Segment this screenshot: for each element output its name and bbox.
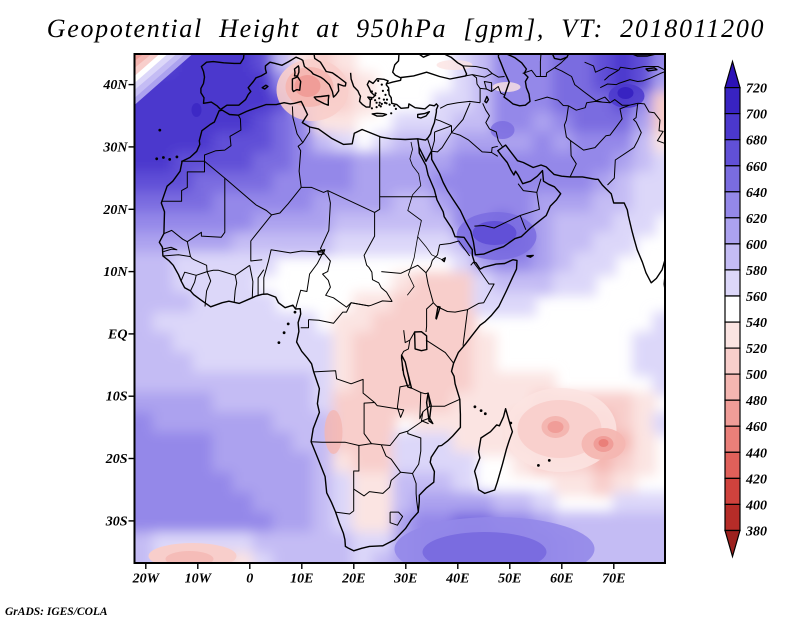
- svg-text:660: 660: [746, 160, 767, 175]
- svg-text:20E: 20E: [341, 572, 365, 587]
- svg-text:400: 400: [745, 498, 767, 513]
- svg-text:40E: 40E: [445, 572, 469, 587]
- svg-text:20N: 20N: [102, 203, 128, 218]
- svg-text:EQ: EQ: [107, 327, 127, 342]
- svg-text:440: 440: [745, 446, 767, 461]
- svg-text:540: 540: [746, 316, 767, 331]
- svg-text:560: 560: [746, 290, 767, 305]
- svg-text:720: 720: [746, 82, 767, 97]
- svg-text:GrADS: IGES/COLA: GrADS: IGES/COLA: [5, 606, 108, 618]
- svg-text:520: 520: [746, 342, 767, 357]
- svg-text:420: 420: [745, 472, 767, 487]
- svg-text:0: 0: [246, 572, 253, 587]
- svg-text:600: 600: [746, 238, 767, 253]
- svg-text:30S: 30S: [105, 514, 128, 529]
- svg-text:30E: 30E: [393, 572, 417, 587]
- svg-text:70E: 70E: [602, 572, 625, 587]
- svg-text:460: 460: [745, 420, 767, 435]
- svg-text:30N: 30N: [102, 140, 128, 155]
- svg-text:10W: 10W: [185, 572, 213, 587]
- svg-text:580: 580: [746, 264, 767, 279]
- svg-text:10E: 10E: [290, 572, 313, 587]
- svg-text:40N: 40N: [102, 78, 128, 93]
- svg-text:20W: 20W: [132, 572, 161, 587]
- svg-text:620: 620: [746, 212, 767, 227]
- svg-text:480: 480: [745, 394, 767, 409]
- svg-text:640: 640: [746, 186, 767, 201]
- svg-text:Geopotential Height at 950hPa: Geopotential Height at 950hPa [gpm], VT:…: [47, 14, 765, 43]
- svg-text:700: 700: [746, 108, 767, 123]
- svg-text:10S: 10S: [106, 390, 128, 405]
- svg-text:680: 680: [746, 134, 767, 149]
- svg-text:500: 500: [746, 368, 767, 383]
- svg-text:380: 380: [745, 525, 767, 540]
- svg-text:20S: 20S: [105, 452, 128, 467]
- svg-text:60E: 60E: [550, 572, 573, 587]
- svg-text:50E: 50E: [498, 572, 521, 587]
- svg-text:10N: 10N: [103, 265, 128, 280]
